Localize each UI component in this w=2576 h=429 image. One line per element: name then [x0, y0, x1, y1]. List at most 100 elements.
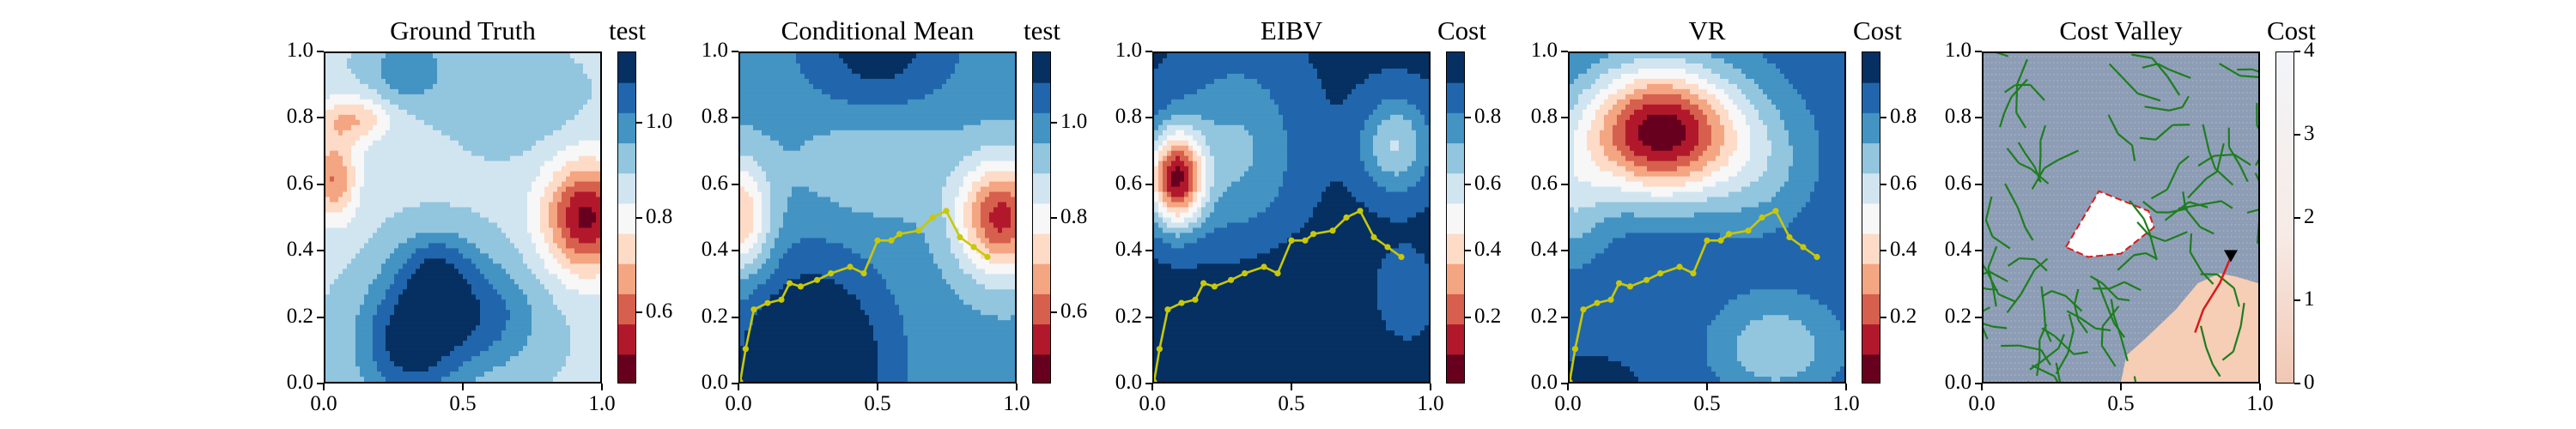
heatmap-cell [420, 202, 425, 208]
heatmap-cell [775, 289, 780, 295]
heatmap-cell [787, 207, 793, 214]
heatmap-cell [381, 346, 386, 352]
heatmap-cell [330, 222, 335, 229]
heatmap-cell [740, 73, 745, 80]
heatmap-cell [596, 135, 600, 142]
heatmap-cell [390, 114, 395, 121]
heatmap-cell [459, 263, 464, 269]
heatmap-cell [519, 202, 524, 208]
heatmap-cell [343, 248, 348, 254]
heatmap-cell [566, 114, 571, 121]
heatmap-cell [757, 181, 762, 188]
heatmap-cell [553, 341, 558, 347]
heatmap-cell [557, 269, 562, 275]
heatmap-cell [334, 294, 339, 300]
heatmap-cell [779, 341, 784, 347]
heatmap-cell [596, 57, 600, 64]
heatmap-cell [343, 294, 348, 300]
heatmap-cell [476, 299, 481, 305]
heatmap-cell [381, 269, 386, 275]
heatmap-cell [596, 299, 600, 305]
heatmap-cell [536, 83, 541, 90]
heatmap-cell [553, 119, 558, 126]
heatmap-cell [549, 196, 554, 203]
heatmap-cell [420, 258, 425, 264]
heatmap-cell [566, 57, 571, 64]
heatmap-cell [506, 253, 511, 259]
heatmap-cell [489, 83, 494, 90]
heatmap-cell [544, 274, 550, 280]
heatmap-cell [381, 181, 386, 188]
heatmap-cell [416, 171, 421, 178]
heatmap-cell [587, 356, 592, 362]
heatmap-cell [770, 238, 775, 245]
heatmap-cell [377, 150, 382, 157]
heatmap-cell [570, 83, 575, 90]
heatmap-cell [360, 325, 365, 331]
heatmap-cell [467, 289, 472, 295]
heatmap-cell [360, 217, 365, 224]
heatmap-cell [562, 341, 567, 347]
heatmap-cell [749, 140, 754, 147]
heatmap-cell [407, 299, 412, 305]
heatmap-cell [527, 346, 532, 352]
heatmap-cell [566, 181, 571, 188]
heatmap-cell [510, 155, 515, 162]
heatmap-cell [424, 176, 429, 183]
heatmap-cell [787, 289, 793, 295]
heatmap-cell [330, 104, 335, 111]
heatmap-cell [424, 181, 429, 188]
heatmap-cell [351, 284, 356, 290]
heatmap-cell [787, 166, 793, 172]
heatmap-cell [437, 315, 442, 321]
heatmap-cell [373, 243, 378, 249]
heatmap-cell [749, 269, 754, 275]
heatmap-cell [411, 325, 416, 331]
heatmap-cell [347, 68, 352, 75]
heatmap-cell [592, 238, 597, 245]
heatmap-cell [381, 186, 386, 193]
heatmap-cell [762, 196, 767, 203]
heatmap-cell [514, 253, 519, 259]
heatmap-cell [570, 53, 575, 59]
heatmap-cell [562, 140, 567, 147]
heatmap-cell [757, 269, 762, 275]
heatmap-cell [574, 150, 580, 157]
heatmap-cell [394, 171, 399, 178]
heatmap-cell [587, 124, 592, 131]
heatmap-cell [471, 335, 477, 341]
heatmap-cell [351, 212, 356, 219]
heatmap-cell [463, 320, 468, 326]
heatmap-cell [596, 284, 600, 290]
heatmap-cell [762, 135, 767, 142]
heatmap-cell [416, 94, 421, 100]
heatmap-cell [536, 253, 541, 259]
heatmap-cell [325, 63, 331, 69]
heatmap-cell [360, 330, 365, 336]
heatmap-cell [364, 140, 369, 147]
heatmap-cell [787, 263, 793, 269]
heatmap-cell [796, 160, 801, 167]
heatmap-cell [403, 124, 408, 131]
y-tick-label: 0.4 [286, 238, 313, 262]
heatmap-cell [527, 104, 532, 111]
heatmap-cell [489, 299, 494, 305]
heatmap-cell [579, 238, 584, 245]
heatmap-cell [347, 284, 352, 290]
heatmap-cell [583, 160, 588, 167]
heatmap-cell [330, 330, 335, 336]
heatmap-cell [762, 227, 767, 234]
heatmap-cell [351, 145, 356, 152]
heatmap-cell [740, 310, 745, 316]
heatmap-cell [553, 263, 558, 269]
heatmap-cell [532, 124, 537, 131]
heatmap-cell [792, 150, 797, 157]
heatmap-cell [403, 258, 408, 264]
heatmap-cell [583, 155, 588, 162]
heatmap-cell [390, 284, 395, 290]
heatmap-cell [476, 109, 481, 116]
heatmap-cell [450, 181, 455, 188]
heatmap-cell [381, 78, 386, 85]
heatmap-cell [480, 73, 485, 80]
heatmap-cell [454, 351, 459, 357]
